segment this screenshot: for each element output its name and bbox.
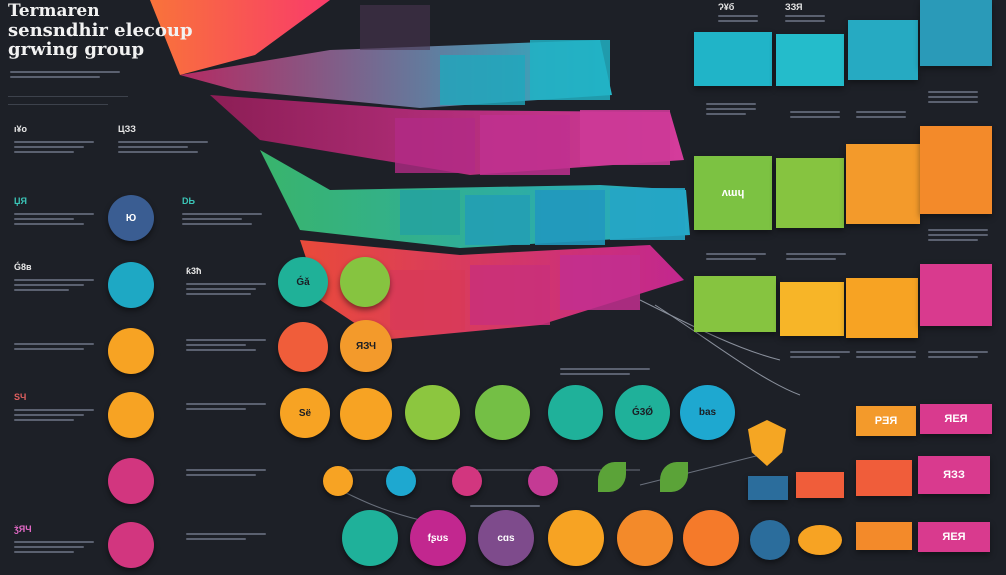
circle-node xyxy=(386,466,416,496)
title-line-2: sensndhir elecoup xyxy=(8,20,193,41)
page-title: Termaren sensndhir elecoup grwing group xyxy=(8,1,193,60)
circle-node xyxy=(323,466,353,496)
middle-text xyxy=(470,502,540,510)
circle-node xyxy=(617,510,673,566)
left-text-12 xyxy=(186,466,266,479)
info-panel xyxy=(780,282,844,336)
left-text-7 xyxy=(14,340,94,353)
left-text-8 xyxy=(186,336,266,354)
circle-node xyxy=(340,257,390,307)
info-panel xyxy=(920,264,992,326)
circle-node xyxy=(475,385,530,440)
info-panel: ЯЕЯ xyxy=(920,404,992,434)
circle-node xyxy=(278,322,328,372)
info-panel xyxy=(846,278,918,338)
info-panel xyxy=(776,158,844,228)
column-text xyxy=(790,348,850,361)
column-label: ЗЗЯ xyxy=(785,2,803,12)
left-label-6: ƙ3ħ xyxy=(186,266,202,276)
left-text-4 xyxy=(182,210,262,228)
info-panel xyxy=(920,0,992,66)
column-text xyxy=(928,88,978,106)
info-panel xyxy=(694,32,772,86)
circle-node: Ǵǎ xyxy=(278,257,328,307)
column-text xyxy=(706,100,756,118)
column-text xyxy=(706,250,766,263)
left-text-13 xyxy=(186,530,266,543)
title-line-1: Termaren xyxy=(8,1,100,21)
title-line-3: grwing group xyxy=(8,39,145,60)
left-text-2 xyxy=(118,138,208,156)
info-panel: ЯЗЗ xyxy=(918,456,990,494)
circle-node xyxy=(405,385,460,440)
circle-node xyxy=(108,522,154,568)
info-panel xyxy=(920,126,992,214)
circle-node: Ю xyxy=(108,195,154,241)
column-text xyxy=(790,108,840,121)
divider xyxy=(8,104,108,105)
left-text-11 xyxy=(14,538,94,556)
middle-text xyxy=(560,365,650,378)
column-text xyxy=(718,12,758,25)
circle-node xyxy=(342,510,398,566)
column-text xyxy=(856,108,906,121)
circle-node: bas xyxy=(680,385,735,440)
column-text xyxy=(928,226,988,244)
info-panel xyxy=(856,522,912,550)
info-panel xyxy=(776,34,844,86)
circle-node xyxy=(108,458,154,504)
circle-node: fʂʊs xyxy=(410,510,466,566)
column-text xyxy=(786,250,846,263)
info-panel xyxy=(856,460,912,496)
column-text xyxy=(856,348,916,361)
left-text-10 xyxy=(186,400,266,413)
circle-node xyxy=(108,328,154,374)
left-label-4: DЬ xyxy=(182,196,195,206)
left-label-2: ЦЗЗ xyxy=(118,124,136,134)
info-panel xyxy=(796,472,844,498)
circle-node xyxy=(528,466,558,496)
column-text xyxy=(785,12,825,25)
circle-node: ЯЗЧ xyxy=(340,320,392,372)
divider xyxy=(8,96,128,97)
info-panel xyxy=(846,144,920,224)
circle-node xyxy=(452,466,482,496)
column-text xyxy=(928,348,988,361)
circle-node xyxy=(683,510,739,566)
left-label-1: ı¥o xyxy=(14,124,28,134)
left-label-3: ЏЯ xyxy=(14,196,27,206)
left-text-5 xyxy=(14,276,94,294)
circle-node xyxy=(108,392,154,438)
fan-band-1 xyxy=(150,0,330,75)
info-panel: ЯЕЯ xyxy=(918,522,990,552)
left-label-7: SЧ xyxy=(14,392,27,402)
info-panel xyxy=(694,276,776,332)
circle-node: cɑs xyxy=(478,510,534,566)
left-text-1 xyxy=(14,138,94,156)
circle-node: Ǵ3Ǿ xyxy=(615,385,670,440)
circle-node xyxy=(750,520,790,560)
info-panel xyxy=(748,476,788,500)
left-text-9 xyxy=(14,406,94,424)
circle-node xyxy=(108,262,154,308)
column-label: Ɂ¥б xyxy=(718,2,735,12)
circle-node: Ѕё xyxy=(280,388,330,438)
left-label-5: Ǵ8ʙ xyxy=(14,262,32,272)
circle-node xyxy=(798,525,842,555)
info-panel: PƎЯ xyxy=(856,406,916,436)
left-text-6 xyxy=(186,280,266,298)
info-panel: ʌɯɥ xyxy=(694,156,772,230)
info-panel xyxy=(848,20,918,80)
circle-node xyxy=(340,388,392,440)
circle-node xyxy=(548,510,604,566)
left-text-3 xyxy=(14,210,94,228)
left-label-8: ǯЯЧ xyxy=(14,524,32,534)
circle-node xyxy=(548,385,603,440)
subtitle-lines xyxy=(10,68,130,81)
